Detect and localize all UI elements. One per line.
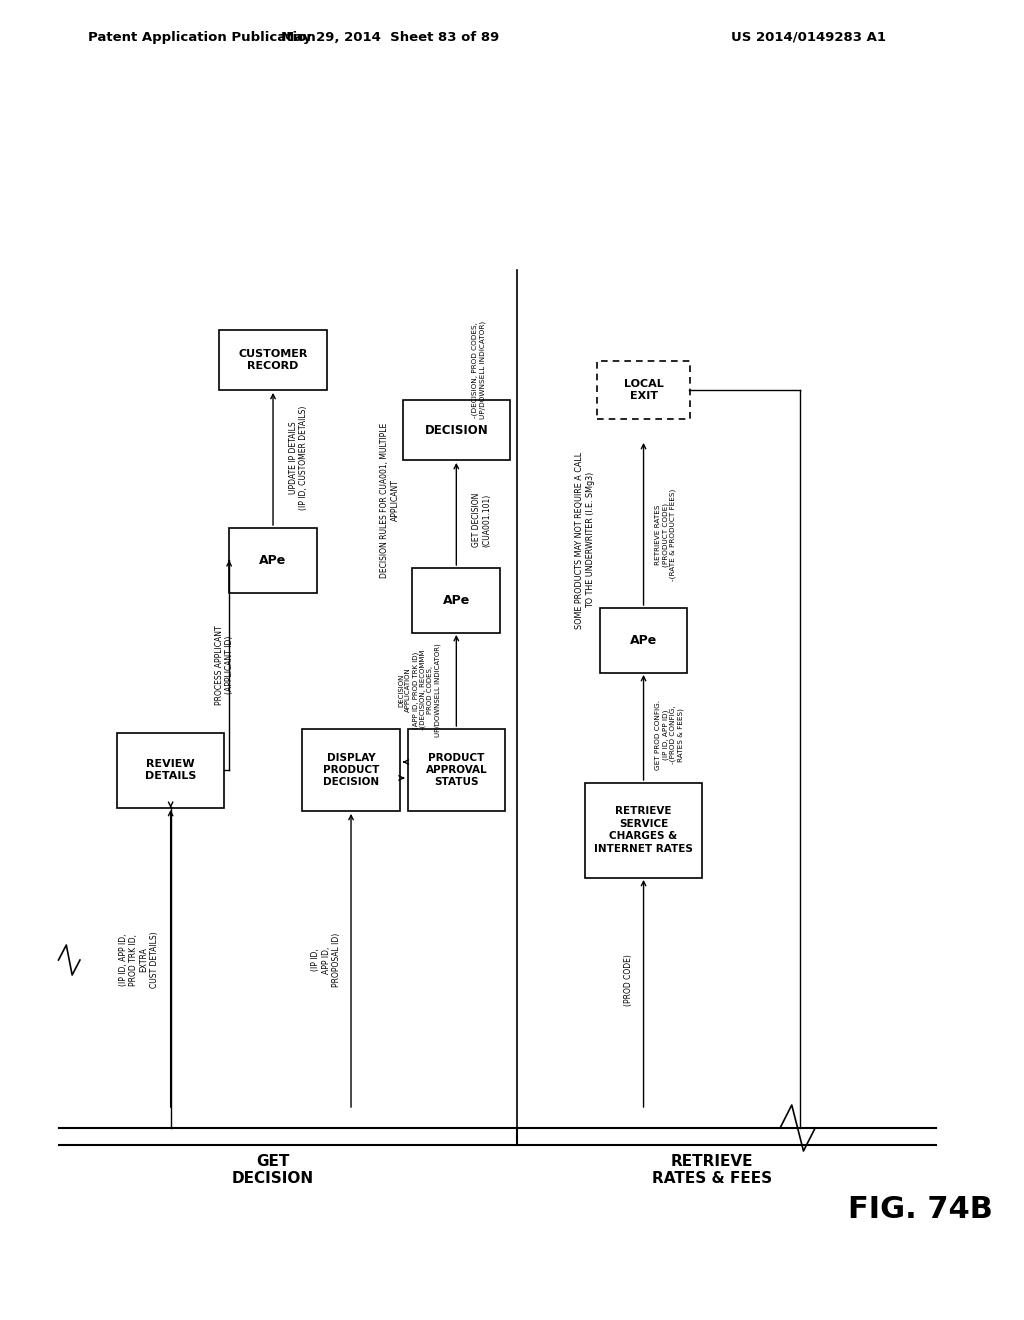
Text: PRODUCT
APPROVAL
STATUS: PRODUCT APPROVAL STATUS	[426, 752, 487, 788]
Text: APe: APe	[259, 553, 287, 566]
Text: UPDATE IP DETAILS
(IP ID, CUSTOMER DETAILS): UPDATE IP DETAILS (IP ID, CUSTOMER DETAI…	[289, 405, 308, 511]
Text: (PROD CODE): (PROD CODE)	[624, 954, 633, 1006]
Text: LOCAL
EXIT: LOCAL EXIT	[624, 379, 664, 401]
Text: (IP ID, APP ID,
PROD TRK ID,
EXTRA
CUST DETAILS): (IP ID, APP ID, PROD TRK ID, EXTRA CUST …	[119, 932, 159, 989]
Bar	[600, 607, 687, 672]
Text: APe: APe	[630, 634, 657, 647]
Text: (IP ID,
APP ID,
PROPOSAL ID): (IP ID, APP ID, PROPOSAL ID)	[311, 933, 341, 987]
Bar	[597, 360, 690, 418]
Text: May 29, 2014  Sheet 83 of 89: May 29, 2014 Sheet 83 of 89	[281, 30, 499, 44]
Bar	[117, 733, 224, 808]
Bar	[219, 330, 327, 389]
Text: APe: APe	[442, 594, 470, 606]
Bar	[402, 400, 510, 459]
Bar	[585, 783, 702, 878]
Text: DECISION RULES FOR CUA001, MULTIPLE
APPLICANT: DECISION RULES FOR CUA001, MULTIPLE APPL…	[380, 422, 399, 578]
Bar	[302, 729, 399, 810]
Text: PROCESS APPLICANT
(APPLICANT ID): PROCESS APPLICANT (APPLICANT ID)	[215, 626, 233, 705]
Text: SOME PRODUCTS MAY NOT REQUIRE A CALL
TO THE UNDERWRITER (I.E. SMg3): SOME PRODUCTS MAY NOT REQUIRE A CALL TO …	[575, 451, 595, 628]
Text: CUSTOMER
RECORD: CUSTOMER RECORD	[239, 348, 307, 371]
Text: DECISION: DECISION	[425, 424, 488, 437]
Text: REVIEW
DETAILS: REVIEW DETAILS	[145, 759, 197, 781]
Text: US 2014/0149283 A1: US 2014/0149283 A1	[731, 30, 887, 44]
Text: RETRIEVE
SERVICE
CHARGES &
INTERNET RATES: RETRIEVE SERVICE CHARGES & INTERNET RATE…	[594, 807, 693, 854]
Text: RETRIEVE
RATES & FEES: RETRIEVE RATES & FEES	[651, 1154, 772, 1187]
Text: -(DECISION, PROD CODES,
UP/DOWNSELL INDICATOR): -(DECISION, PROD CODES, UP/DOWNSELL INDI…	[472, 321, 486, 418]
Text: DISPLAY
PRODUCT
DECISION: DISPLAY PRODUCT DECISION	[323, 752, 379, 788]
Bar	[408, 729, 505, 810]
Text: GET
DECISION: GET DECISION	[232, 1154, 314, 1187]
Text: DECISION
APPLICATION
(APP ID, PROD TRK ID)
-(DECISION, RECOMMM
PROD CODES,
UP/DO: DECISION APPLICATION (APP ID, PROD TRK I…	[398, 643, 440, 737]
Text: GET PROD CONFIG.
(IP ID, APP ID)
-(PROD CONFIG,
RATES & FEES): GET PROD CONFIG. (IP ID, APP ID) -(PROD …	[655, 700, 684, 770]
Text: Patent Application Publication: Patent Application Publication	[88, 30, 315, 44]
Bar	[229, 528, 316, 593]
Bar	[413, 568, 500, 632]
Text: GET DECISION
(CUA001.101): GET DECISION (CUA001.101)	[472, 492, 492, 548]
Text: FIG. 74B: FIG. 74B	[848, 1196, 993, 1225]
Text: RETRIEVE RATES
(PRODUCT CODE)
-(RATE & PRODUCT FEES): RETRIEVE RATES (PRODUCT CODE) -(RATE & P…	[655, 488, 676, 581]
